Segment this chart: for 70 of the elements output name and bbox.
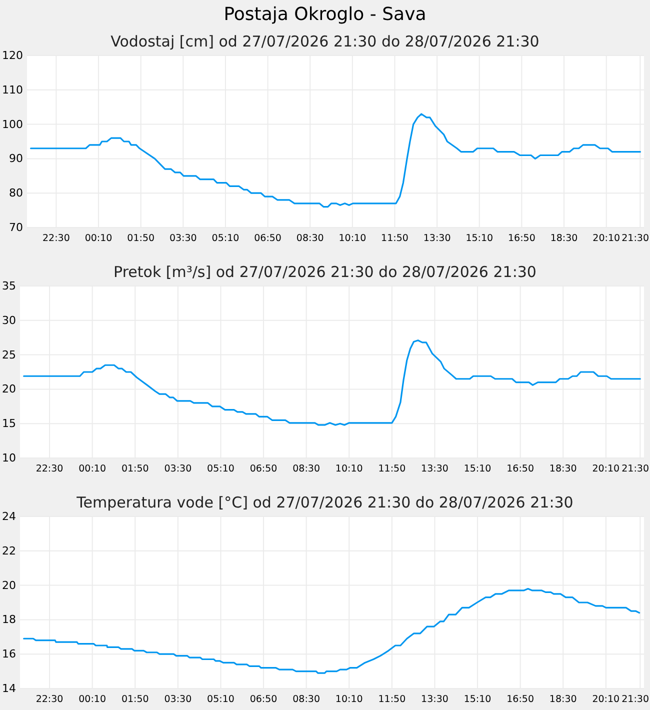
x-tick-label: 21:30	[622, 233, 649, 244]
x-tick-label: 06:50	[250, 694, 278, 706]
x-tick-label: 05:10	[207, 464, 234, 475]
line-series	[30, 113, 641, 208]
x-tick-label: 13:30	[421, 464, 448, 475]
y-tick-label: 90	[9, 152, 23, 166]
x-tick-label: 21:30	[622, 464, 649, 475]
y-tick-label: 20	[2, 382, 16, 396]
chart-title: Temperatura vode [°C] od 27/07/2026 21:30 do 28/07/2026 21:30	[76, 494, 574, 512]
y-tick-label: 70	[9, 221, 23, 234]
x-tick-label: 06:50	[254, 233, 282, 244]
x-tick-label: 08:30	[292, 694, 320, 706]
x-tick-label: 08:30	[292, 464, 320, 475]
y-tick-label: 10	[2, 452, 16, 465]
x-tick-label: 01:50	[121, 464, 149, 475]
x-tick-label: 03:30	[164, 464, 192, 475]
x-tick-label: 18:30	[549, 694, 577, 706]
x-tick-label: 05:10	[207, 694, 234, 706]
y-tick-label: 15	[2, 417, 16, 430]
x-tick-label: 18:30	[549, 464, 577, 475]
x-tick-label: 18:30	[550, 233, 578, 244]
y-tick-label: 120	[2, 49, 23, 62]
x-tick-label: 01:50	[127, 233, 155, 244]
x-tick-label: 10:10	[335, 464, 363, 475]
y-tick-label: 100	[2, 118, 23, 131]
y-tick-label: 80	[9, 186, 23, 200]
x-tick-label: 13:30	[421, 694, 448, 706]
chart-title: Postaja Okroglo - Sava	[224, 4, 426, 25]
x-tick-label: 05:10	[212, 233, 240, 244]
x-tick-label: 15:10	[466, 233, 494, 244]
x-tick-label: 13:30	[423, 233, 451, 244]
y-tick-label: 22	[2, 544, 16, 558]
x-tick-label: 22:30	[36, 464, 64, 475]
x-tick-label: 11:50	[378, 694, 406, 706]
line-series	[23, 588, 640, 674]
x-tick-label: 03:30	[164, 694, 192, 706]
chart-title: Pretok [m³/s] od 27/07/2026 21:30 do 28/07/2026 21:30	[114, 263, 536, 281]
y-tick-label: 18	[2, 613, 16, 626]
x-tick-label: 15:10	[464, 464, 492, 475]
x-tick-label: 01:50	[121, 694, 149, 706]
x-tick-label: 22:30	[42, 233, 70, 244]
x-tick-label: 16:50	[508, 233, 536, 244]
x-tick-label: 21:30	[622, 694, 649, 706]
x-tick-label: 00:10	[78, 464, 106, 475]
x-tick-label: 00:10	[84, 233, 112, 244]
x-tick-label: 11:50	[381, 233, 408, 244]
x-tick-label: 03:30	[169, 233, 197, 244]
y-tick-label: 30	[2, 314, 16, 327]
y-tick-label: 110	[2, 83, 23, 96]
y-tick-label: 16	[2, 648, 16, 661]
x-tick-label: 10:10	[338, 233, 366, 244]
y-tick-label: 25	[2, 348, 16, 362]
x-tick-label: 10:10	[335, 694, 363, 706]
x-tick-label: 20:10	[592, 694, 620, 706]
x-tick-label: 08:30	[296, 233, 324, 244]
x-tick-label: 20:10	[592, 464, 620, 475]
line-series	[23, 340, 641, 426]
y-tick-label: 20	[2, 578, 16, 592]
chart-subtitle: Vodostaj [cm] od 27/07/2026 21:30 do 28/07/2026 21:30	[110, 32, 540, 50]
y-tick-label: 14	[2, 682, 16, 696]
x-tick-label: 00:10	[78, 694, 106, 706]
x-tick-label: 06:50	[250, 464, 278, 475]
y-tick-label: 35	[2, 280, 16, 293]
x-tick-label: 20:10	[592, 233, 620, 244]
x-tick-label: 15:10	[464, 694, 492, 706]
x-tick-label: 16:50	[506, 694, 534, 706]
x-tick-label: 11:50	[378, 464, 406, 475]
y-tick-label: 24	[2, 510, 16, 524]
x-tick-label: 22:30	[36, 694, 64, 706]
x-tick-label: 16:50	[506, 464, 534, 475]
